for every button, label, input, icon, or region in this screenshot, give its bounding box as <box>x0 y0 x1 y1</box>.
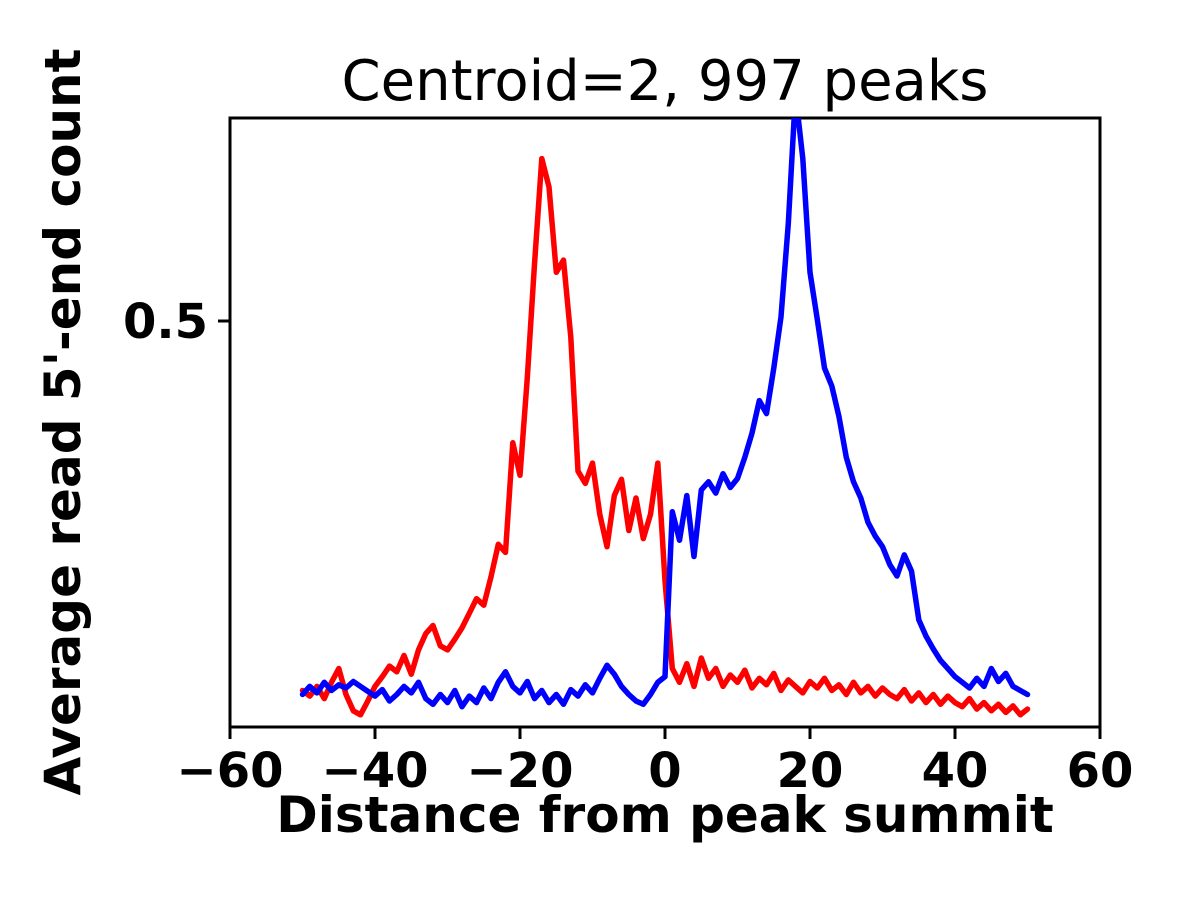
red-series-line <box>299 155 1031 718</box>
tick-labels: −60 −40 −20 0 20 40 60 0.5 <box>123 294 1133 799</box>
x-tick-label: −60 <box>176 743 283 799</box>
series-lines <box>299 118 1031 718</box>
x-axis-label: Distance from peak summit <box>276 786 1054 844</box>
x-tick-label: 60 <box>1067 743 1134 799</box>
chart-title: Centroid=2, 997 peaks <box>342 49 989 114</box>
x-tick-label: −20 <box>466 743 573 799</box>
x-tick-label: 40 <box>922 743 989 799</box>
axes <box>218 116 1102 739</box>
x-tick-label: 0 <box>648 743 681 799</box>
x-tick-label: −40 <box>321 743 428 799</box>
y-axis-label: Average read 5'-end count <box>34 48 92 795</box>
blue-series-line <box>299 118 1031 710</box>
x-tick-label: 20 <box>777 743 844 799</box>
y-tick-label: 0.5 <box>123 294 208 350</box>
